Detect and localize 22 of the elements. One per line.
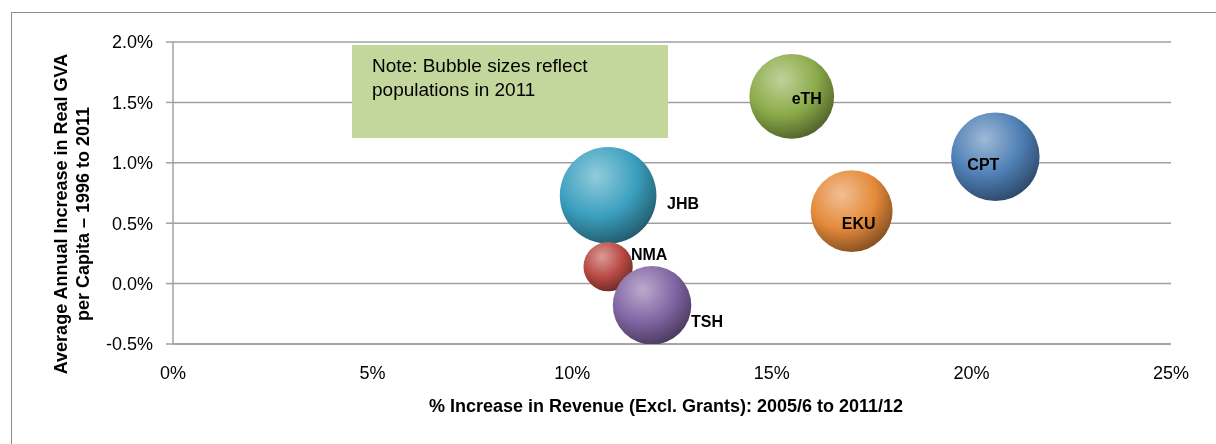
y-tick-label: -0.5% (105, 334, 153, 355)
x-tick-label: 10% (554, 362, 591, 383)
y-tick-label: 1.0% (111, 153, 153, 174)
note-box: Note: Bubble sizes reflect populations in 2011 (352, 45, 668, 138)
annotation: Note: Bubble sizes reflect populations in 2011 (372, 54, 589, 102)
y-tick-label: 1.5% (111, 92, 153, 113)
series-label: EKU (841, 214, 876, 232)
series-label: CPT (967, 155, 1000, 173)
x-tick-label: 5% (359, 362, 386, 383)
x-tick-label: 25% (1152, 362, 1190, 383)
series-label: NMA (630, 245, 668, 263)
series-label: JHB (667, 194, 700, 212)
x-tick-label: 15% (753, 362, 790, 383)
series-label: eTH (791, 89, 822, 107)
x-tick-label: 0% (159, 362, 187, 383)
x-tick-label: 20% (953, 362, 990, 383)
y-tick-label: 2.0% (111, 32, 153, 53)
series-label: TSH (691, 312, 724, 330)
y-tick-label: 0.0% (111, 273, 153, 294)
y-axis-title: Average Annual Increase in Real GVA per Capita – 1996 to 2011 (50, 52, 94, 377)
y-tick-label: 0.5% (111, 213, 153, 234)
x-axis-title: % Increase in Revenue (Excl. Grants): 2005/6 to 2011/12 (427, 395, 905, 417)
